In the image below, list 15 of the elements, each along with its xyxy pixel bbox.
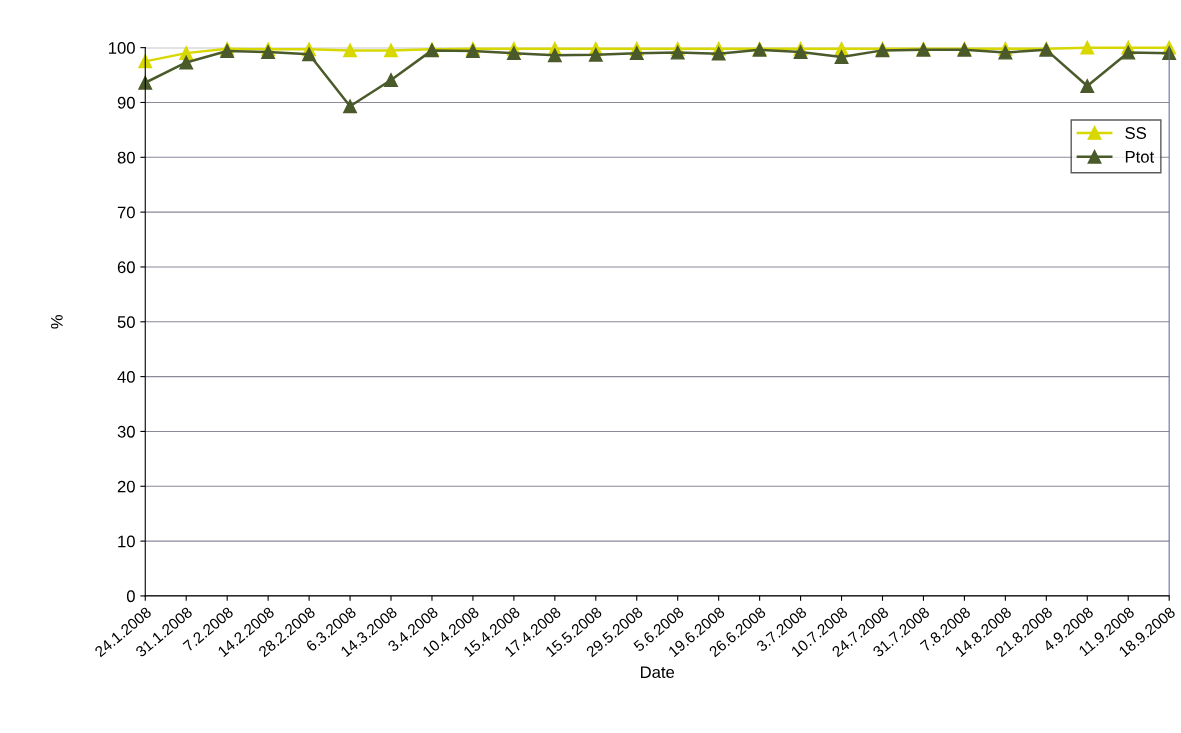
y-axis-title: % xyxy=(51,314,63,329)
y-tick-label: 40 xyxy=(117,371,135,383)
y-tick-label: 70 xyxy=(117,206,135,219)
y-tick-label: 50 xyxy=(117,316,135,328)
y-tick-label: 60 xyxy=(117,261,135,274)
y-tick-label: 100 xyxy=(109,42,135,54)
y-tick-label: 20 xyxy=(117,480,135,493)
y-tick-label: 10 xyxy=(118,535,135,548)
x-axis-title: Date xyxy=(640,666,675,679)
y-tick-label: 30 xyxy=(117,425,135,438)
legend-label: Ptot xyxy=(1125,151,1155,163)
y-tick-label: 80 xyxy=(117,151,135,164)
y-tick-label: 90 xyxy=(117,96,135,109)
y-tick-label: 0 xyxy=(126,590,135,603)
legend-label: SS xyxy=(1125,127,1147,139)
